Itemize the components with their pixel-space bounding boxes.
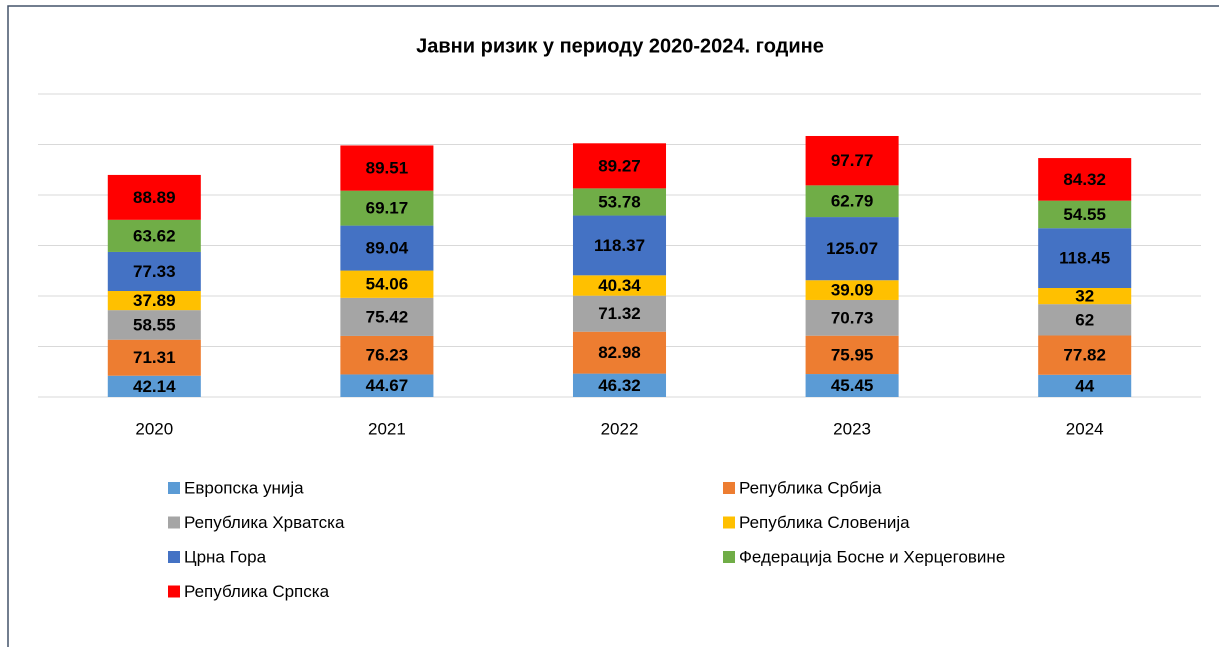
data-label: 82.98: [598, 343, 641, 362]
data-label: 84.32: [1063, 170, 1106, 189]
bar-segment: [572, 215, 667, 276]
bar-segment: [805, 374, 899, 397]
data-label: 42.14: [133, 377, 176, 396]
bar-segment: [805, 280, 899, 300]
bar-segment: [340, 145, 434, 191]
data-label: 63.62: [133, 226, 176, 245]
data-label: 62: [1075, 310, 1094, 329]
bar-segment: [107, 310, 201, 340]
legend-swatch: [723, 516, 735, 529]
x-tick-label: 2022: [601, 419, 639, 438]
data-label: 53.78: [598, 192, 641, 211]
data-label: 32: [1075, 287, 1094, 306]
bar-segment: [1038, 304, 1132, 336]
data-label: 89.51: [366, 159, 409, 178]
bar-segment: [805, 135, 899, 186]
bar-segment: [107, 219, 201, 252]
data-label: 118.37: [594, 236, 645, 255]
chart-title: Јавни ризик у периоду 2020-2024. године: [416, 35, 824, 57]
legend-label: Република Србија: [739, 478, 882, 497]
data-label: 89.27: [598, 156, 641, 175]
legend-swatch: [723, 482, 735, 494]
data-label: 75.95: [831, 345, 874, 364]
legend-label: Црна Гора: [184, 547, 267, 566]
bar-segment: [340, 335, 434, 375]
data-label: 58.55: [133, 315, 176, 334]
data-label: 125.07: [826, 239, 878, 258]
data-label: 70.73: [831, 308, 874, 327]
data-label: 89.04: [366, 239, 409, 258]
bar-segment: [1038, 335, 1132, 375]
bar-segment: [1038, 288, 1132, 305]
x-tick-label: 2021: [368, 419, 406, 438]
bar-segment: [572, 373, 667, 397]
bar-segment: [572, 188, 667, 216]
legend-swatch: [168, 585, 180, 598]
bar-segment: [107, 291, 201, 311]
data-label: 71.31: [133, 348, 176, 367]
legend-swatch: [723, 551, 735, 563]
legend-swatch: [168, 516, 180, 529]
bar-segment: [572, 143, 667, 189]
bar-segment: [1038, 200, 1132, 229]
legend-label: Република Хрватска: [184, 513, 345, 532]
bar-segment: [572, 275, 667, 296]
bar-segment: [340, 374, 434, 397]
bar-segment: [805, 185, 899, 218]
bar-segment: [107, 339, 201, 376]
data-label: 46.32: [598, 376, 641, 395]
bar-segment: [340, 225, 434, 271]
legend-label: Република Српска: [184, 582, 330, 601]
data-label: 97.77: [831, 151, 874, 170]
data-label: 44: [1075, 376, 1094, 395]
data-label: 62.79: [831, 192, 874, 211]
x-tick-label: 2023: [833, 419, 871, 438]
data-label: 77.82: [1063, 346, 1106, 365]
bar-segment: [805, 335, 899, 375]
data-label: 44.67: [366, 376, 409, 395]
legend-label: Европска унија: [184, 478, 304, 497]
data-label: 88.89: [133, 188, 176, 207]
bar-segment: [340, 297, 434, 336]
data-label: 54.55: [1063, 205, 1106, 224]
legend-label: Република Словенија: [739, 513, 910, 532]
data-label: 75.42: [366, 307, 409, 326]
bar-segment: [1038, 374, 1132, 397]
data-label: 69.17: [366, 199, 409, 218]
bar-segment: [1038, 158, 1132, 201]
data-label: 45.45: [831, 376, 874, 395]
bar-segment: [107, 375, 201, 397]
bar-segment: [340, 190, 434, 226]
bar-segment: [805, 299, 899, 336]
bar-segment: [340, 270, 434, 298]
data-label: 54.06: [366, 275, 409, 294]
data-label: 118.45: [1059, 249, 1110, 268]
legend-label: Федерација Босне и Херцеговине: [739, 547, 1005, 566]
chart-frame: [7, 5, 1219, 647]
bar-segment: [805, 217, 899, 281]
x-tick-label: 2024: [1066, 419, 1104, 438]
data-label: 77.33: [133, 262, 176, 281]
bar-segment: [107, 174, 201, 220]
data-label: 40.34: [598, 276, 641, 295]
bar-segment: [572, 295, 667, 332]
legend-swatch: [168, 551, 180, 563]
legend-swatch: [168, 482, 180, 494]
bar-segment: [572, 331, 667, 374]
data-label: 39.09: [831, 281, 874, 300]
data-label: 37.89: [133, 291, 176, 310]
data-label: 71.32: [598, 304, 641, 323]
bar-segment: [1038, 228, 1132, 289]
bar-segment: [107, 251, 201, 292]
x-tick-label: 2020: [135, 419, 173, 438]
data-label: 76.23: [366, 346, 409, 365]
